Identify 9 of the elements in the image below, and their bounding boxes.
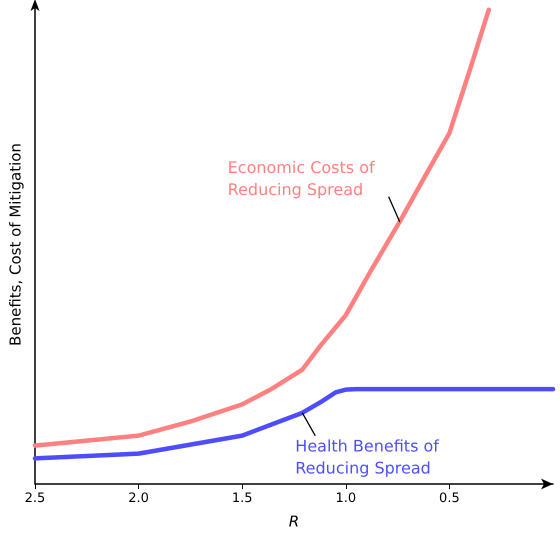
- x-tick-label: 1.0: [335, 491, 356, 506]
- y-axis-title: Benefits, Cost of Mitigation: [6, 143, 24, 346]
- x-tick-label: 2.0: [128, 491, 149, 506]
- x-tick-label: 0.5: [439, 491, 460, 506]
- x-tick-label: 1.5: [232, 491, 253, 506]
- x-tick-label: 2.5: [24, 491, 46, 506]
- series-label: Health Benefits of Reducing Spread: [295, 436, 440, 478]
- text: Economic Costs of Reducing Spread: [228, 158, 375, 200]
- x-axis-title: R: [288, 512, 300, 530]
